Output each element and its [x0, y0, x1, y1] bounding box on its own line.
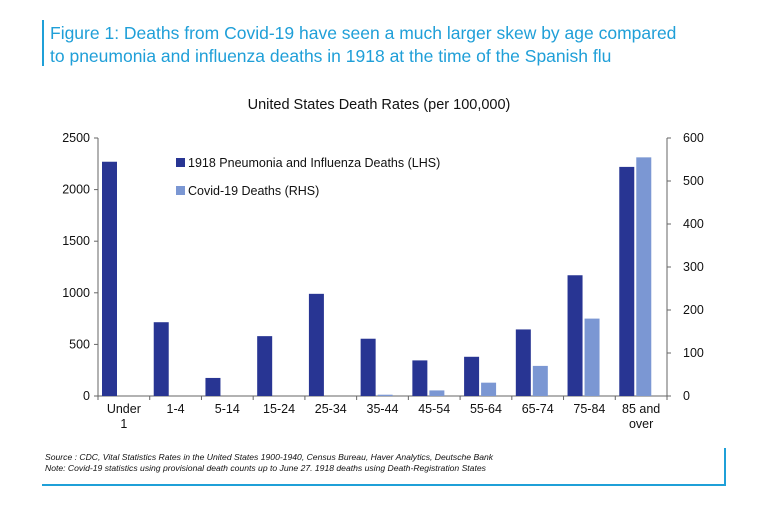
- bar-1918-influenza: [464, 356, 480, 396]
- bar-1918-influenza: [308, 293, 324, 396]
- bar-covid19: [584, 318, 600, 396]
- figure-title: Figure 1: Deaths from Covid-19 have seen…: [50, 22, 750, 68]
- right-tick-label: 500: [683, 174, 704, 188]
- chart-title: United States Death Rates (per 100,000): [247, 97, 511, 113]
- x-category-label: 75-84: [573, 402, 605, 416]
- x-category-label: 85 and: [622, 402, 660, 416]
- x-category-label: 15-24: [263, 402, 295, 416]
- source-note: Source : CDC, Vital Statistics Rates in …: [45, 452, 494, 462]
- footer-corner-rule: [724, 448, 726, 486]
- x-category-label: 55-64: [470, 402, 502, 416]
- chart-footer: Source : CDC, Vital Statistics Rates in …: [45, 452, 493, 474]
- bar-covid19: [429, 390, 445, 396]
- right-tick-label: 400: [683, 217, 704, 231]
- bar-covid19: [636, 157, 652, 396]
- bar-1918-influenza: [205, 377, 221, 396]
- x-category-label: Under: [107, 402, 141, 416]
- legend-label-1918: 1918 Pneumonia and Influenza Deaths (LHS…: [188, 156, 440, 170]
- bar-1918-influenza: [153, 322, 169, 396]
- footer-divider: [42, 484, 726, 486]
- left-tick-label: 500: [69, 337, 90, 351]
- bar-1918-influenza: [360, 338, 376, 396]
- title-accent-bar: [42, 20, 44, 66]
- bar-1918-influenza: [515, 329, 531, 396]
- bar-1918-influenza: [102, 161, 117, 396]
- bar-1918-influenza: [619, 166, 635, 396]
- right-tick-label: 0: [683, 389, 690, 403]
- bar-1918-influenza: [257, 336, 273, 396]
- left-tick-label: 1500: [62, 234, 90, 248]
- bar-1918-influenza: [412, 360, 428, 396]
- legend-label-covid: Covid-19 Deaths (RHS): [188, 184, 319, 198]
- right-tick-label: 200: [683, 303, 704, 317]
- bar-chart: 0 500 1000 1500 2000 2500 0 100 200 300 400 500 600 U…: [62, 131, 704, 431]
- x-category-label: 35-44: [367, 402, 399, 416]
- left-tick-label: 1000: [62, 286, 90, 300]
- right-tick-label: 100: [683, 346, 704, 360]
- left-tick-label: 2000: [62, 183, 90, 197]
- x-category-label: over: [629, 417, 653, 431]
- x-category-label: 25-34: [315, 402, 347, 416]
- x-category-label: 1: [120, 417, 127, 431]
- bar-covid19: [481, 382, 497, 396]
- right-tick-label: 300: [683, 260, 704, 274]
- bar-covid19: [377, 394, 393, 396]
- legend-swatch-covid: [176, 186, 185, 195]
- right-tick-label: 600: [683, 131, 704, 145]
- figure-title-line-2: to pneumonia and influenza deaths in 191…: [50, 46, 612, 66]
- bar-1918-influenza: [567, 275, 583, 396]
- x-category-label: 45-54: [418, 402, 450, 416]
- methodology-note: Note: Covid-19 statistics using provisio…: [45, 463, 486, 473]
- legend-swatch-1918: [176, 158, 185, 167]
- left-tick-label: 0: [83, 389, 90, 403]
- x-category-label: 5-14: [215, 402, 240, 416]
- x-category-label: 1-4: [167, 402, 185, 416]
- bar-covid19: [532, 365, 548, 396]
- x-category-label: 65-74: [522, 402, 554, 416]
- left-tick-label: 2500: [62, 131, 90, 145]
- figure-title-line-1: Figure 1: Deaths from Covid-19 have seen…: [50, 23, 677, 43]
